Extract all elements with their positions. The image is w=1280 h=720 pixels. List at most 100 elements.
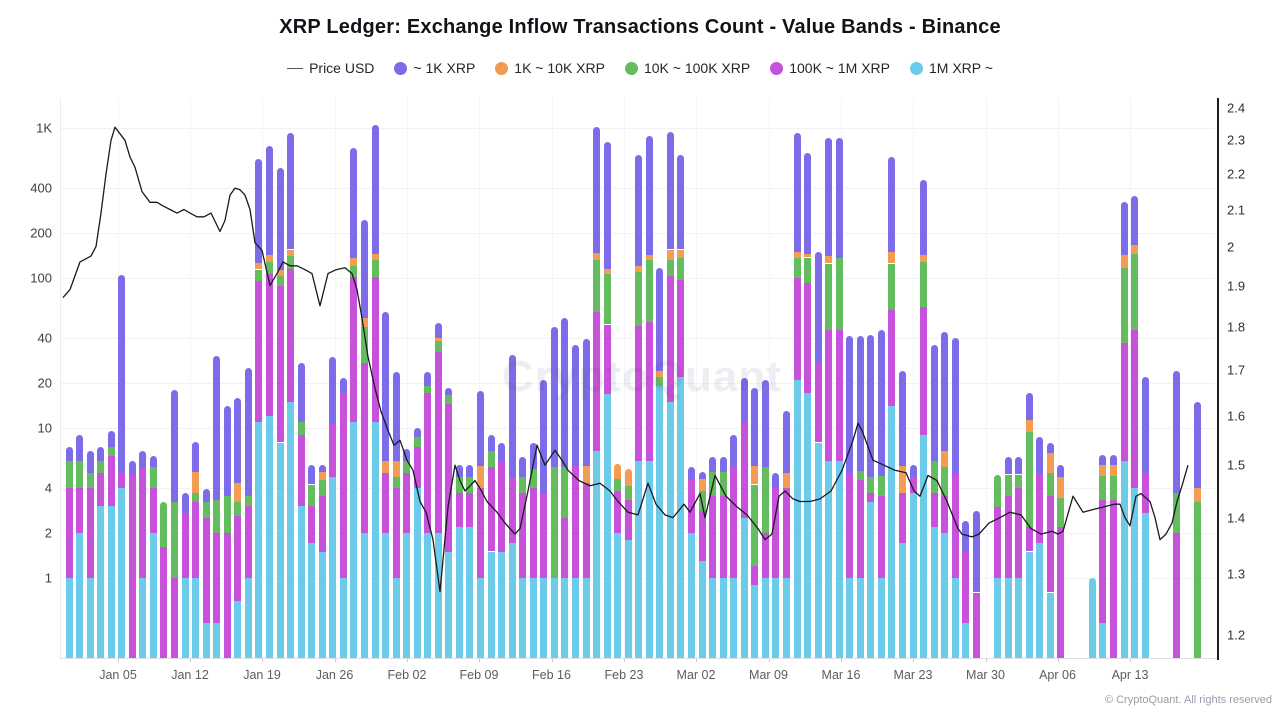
bar-segment-purple-1k[interactable]: [804, 153, 811, 254]
bar-segment-magenta-100k-1m[interactable]: [1173, 532, 1181, 658]
bar-segment-purple-1k[interactable]: [1141, 376, 1149, 474]
bar-segment-cyan-1m[interactable]: [561, 578, 569, 658]
bar-segment-green-10k-100k[interactable]: [466, 477, 474, 493]
bar-segment-cyan-1m[interactable]: [1025, 551, 1033, 658]
bar-segment-magenta-100k-1m[interactable]: [951, 473, 959, 578]
bar-segment-green-10k-100k[interactable]: [413, 437, 421, 447]
bar-segment-cyan-1m[interactable]: [614, 532, 622, 658]
bar-segment-purple-1k[interactable]: [97, 446, 105, 462]
bar-segment-cyan-1m[interactable]: [297, 506, 305, 658]
bar-segment-cyan-1m[interactable]: [962, 623, 970, 658]
bar-segment-magenta-100k-1m[interactable]: [403, 473, 411, 533]
bar-segment-cyan-1m[interactable]: [498, 551, 506, 658]
bar-segment-green-10k-100k[interactable]: [1015, 474, 1022, 488]
bar-segment-green-10k-100k[interactable]: [941, 466, 949, 497]
bar-segment-magenta-100k-1m[interactable]: [782, 487, 790, 578]
bar-segment-magenta-100k-1m[interactable]: [909, 477, 917, 493]
bar-segment-green-10k-100k[interactable]: [1173, 492, 1181, 533]
bar-segment-magenta-100k-1m[interactable]: [529, 487, 537, 578]
bar-segment-orange-1k-10k[interactable]: [825, 256, 833, 264]
bar-segment-cyan-1m[interactable]: [772, 578, 780, 658]
bar-segment-magenta-100k-1m[interactable]: [1120, 342, 1128, 462]
bar-segment-cyan-1m[interactable]: [413, 487, 421, 658]
bar-segment-orange-1k-10k[interactable]: [276, 270, 284, 276]
bar-segment-cyan-1m[interactable]: [930, 526, 938, 658]
bar-segment-green-10k-100k[interactable]: [1057, 498, 1065, 527]
bar-segment-purple-1k[interactable]: [740, 378, 748, 422]
bar-segment-green-10k-100k[interactable]: [751, 484, 759, 567]
bar-segment-magenta-100k-1m[interactable]: [466, 492, 474, 527]
bar-segment-purple-1k[interactable]: [297, 363, 305, 422]
bar-segment-purple-1k[interactable]: [255, 159, 263, 263]
bar-segment-magenta-100k-1m[interactable]: [540, 492, 548, 578]
bar-segment-cyan-1m[interactable]: [107, 506, 115, 658]
bar-segment-cyan-1m[interactable]: [761, 578, 769, 658]
bar-segment-orange-1k-10k[interactable]: [434, 337, 442, 341]
bar-segment-purple-1k[interactable]: [603, 141, 611, 269]
bar-segment-cyan-1m[interactable]: [487, 551, 495, 658]
bar-segment-magenta-100k-1m[interactable]: [740, 421, 748, 519]
bar-segment-green-10k-100k[interactable]: [761, 466, 769, 533]
bar-segment-green-10k-100k[interactable]: [656, 376, 664, 387]
bar-segment-magenta-100k-1m[interactable]: [1099, 500, 1107, 624]
bar-segment-magenta-100k-1m[interactable]: [445, 403, 453, 552]
bar-segment-purple-1k[interactable]: [751, 387, 759, 466]
bar-segment-purple-1k[interactable]: [139, 451, 147, 467]
bar-segment-cyan-1m[interactable]: [730, 578, 738, 658]
bar-segment-magenta-100k-1m[interactable]: [487, 466, 495, 552]
bar-segment-cyan-1m[interactable]: [139, 578, 147, 658]
bar-segment-orange-1k-10k[interactable]: [1110, 464, 1117, 476]
bar-segment-purple-1k[interactable]: [276, 167, 284, 270]
bar-segment-green-10k-100k[interactable]: [1004, 474, 1012, 497]
bar-segment-cyan-1m[interactable]: [1036, 543, 1044, 658]
bar-segment-cyan-1m[interactable]: [308, 543, 316, 658]
bar-segment-magenta-100k-1m[interactable]: [455, 492, 463, 527]
bar-segment-magenta-100k-1m[interactable]: [171, 578, 178, 658]
bar-segment-green-10k-100k[interactable]: [1099, 475, 1107, 501]
bar-segment-green-10k-100k[interactable]: [804, 257, 811, 284]
bar-segment-purple-1k[interactable]: [656, 267, 664, 371]
bar-segment-magenta-100k-1m[interactable]: [1036, 473, 1044, 544]
bar-segment-magenta-100k-1m[interactable]: [941, 496, 949, 533]
legend-item-price-usd[interactable]: Price USD: [287, 60, 374, 76]
bar-segment-magenta-100k-1m[interactable]: [930, 492, 938, 527]
bar-segment-orange-1k-10k[interactable]: [624, 469, 632, 487]
bar-segment-purple-1k[interactable]: [266, 145, 273, 256]
bar-segment-cyan-1m[interactable]: [65, 578, 73, 658]
bar-segment-magenta-100k-1m[interactable]: [65, 487, 73, 578]
bar-segment-purple-1k[interactable]: [86, 451, 94, 474]
bar-segment-green-10k-100k[interactable]: [614, 478, 622, 491]
bar-segment-green-10k-100k[interactable]: [308, 484, 316, 507]
bar-segment-green-10k-100k[interactable]: [350, 265, 358, 278]
bar-segment-cyan-1m[interactable]: [877, 578, 885, 658]
bar-segment-cyan-1m[interactable]: [213, 623, 221, 658]
bar-segment-purple-1k[interactable]: [466, 464, 474, 478]
bar-segment-orange-1k-10k[interactable]: [360, 318, 368, 328]
bar-segment-orange-1k-10k[interactable]: [1046, 453, 1054, 474]
bar-segment-cyan-1m[interactable]: [424, 532, 432, 658]
bar-segment-purple-1k[interactable]: [382, 312, 389, 462]
bar-segment-green-10k-100k[interactable]: [719, 471, 727, 497]
bar-segment-green-10k-100k[interactable]: [171, 502, 178, 578]
bar-segment-green-10k-100k[interactable]: [624, 486, 632, 501]
bar-segment-green-10k-100k[interactable]: [635, 271, 643, 326]
bar-segment-magenta-100k-1m[interactable]: [846, 473, 854, 578]
bar-segment-cyan-1m[interactable]: [635, 461, 643, 658]
bar-segment-orange-1k-10k[interactable]: [192, 471, 200, 493]
bar-segment-magenta-100k-1m[interactable]: [308, 506, 316, 544]
bar-segment-purple-1k[interactable]: [171, 389, 178, 503]
bar-segment-cyan-1m[interactable]: [118, 487, 126, 658]
bar-segment-magenta-100k-1m[interactable]: [276, 286, 284, 443]
bar-segment-cyan-1m[interactable]: [329, 477, 337, 658]
legend-item-green[interactable]: 10K ~ 100K XRP: [624, 60, 750, 76]
bar-segment-cyan-1m[interactable]: [318, 551, 326, 658]
bar-segment-magenta-100k-1m[interactable]: [128, 473, 136, 658]
legend-item-purple[interactable]: ~ 1K XRP: [394, 60, 475, 76]
bar-segment-magenta-100k-1m[interactable]: [582, 483, 590, 578]
bar-segment-green-10k-100k[interactable]: [550, 466, 558, 578]
bar-segment-orange-1k-10k[interactable]: [477, 465, 484, 488]
bar-segment-purple-1k[interactable]: [477, 391, 484, 466]
bar-segment-green-10k-100k[interactable]: [930, 461, 938, 493]
bar-segment-cyan-1m[interactable]: [287, 401, 295, 658]
